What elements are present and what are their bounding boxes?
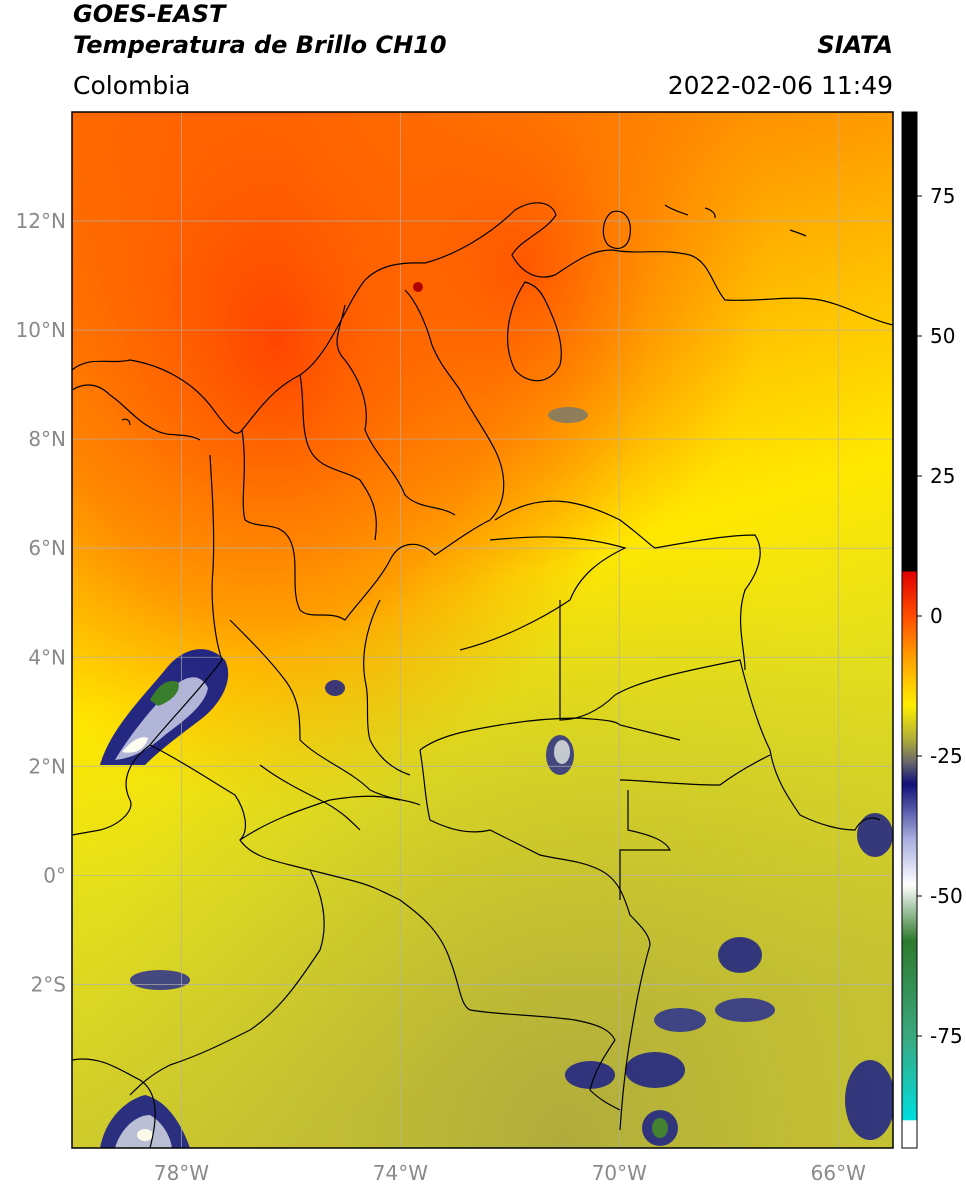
lat-tick-label: 12°N — [16, 209, 66, 233]
coastlines-borders — [72, 202, 893, 1148]
cloud-patch-center — [325, 407, 588, 775]
lon-tick-label: 70°W — [592, 1161, 647, 1185]
lat-tick-label: 0° — [43, 863, 66, 887]
lat-tick-label: 2°S — [31, 972, 66, 996]
graticule — [72, 112, 893, 1148]
colorbar-tick-label: 75 — [930, 184, 955, 208]
lat-tick-label: 10°N — [16, 318, 66, 342]
colorbar-tick-label: -50 — [930, 884, 963, 908]
lon-tick-label: 74°W — [373, 1161, 428, 1185]
cloud-patch-southeast — [130, 813, 893, 1146]
cloud-patch-pacific — [100, 649, 229, 765]
hot-spot — [413, 282, 423, 292]
datetime-label: 2022-02-06 11:49 — [667, 71, 893, 100]
map-field — [72, 112, 893, 1148]
map-frame — [71, 111, 894, 1149]
lon-tick-label: 78°W — [154, 1161, 209, 1185]
lon-tick-label: 66°W — [811, 1161, 866, 1185]
cool-region-south — [72, 112, 893, 1148]
lat-tick-label: 6°N — [28, 536, 66, 560]
lat-tick-label: 2°N — [28, 754, 66, 778]
lat-tick-label: 4°N — [28, 645, 66, 669]
colorbar-ticks: 75 50 25 0 -25 -50 -75 — [917, 184, 963, 1048]
product-title: Temperatura de Brillo CH10 — [73, 31, 447, 59]
satellite-title: GOES-EAST — [73, 0, 226, 28]
colorbar-tick-label: 25 — [930, 464, 955, 488]
colorbar — [902, 112, 917, 1148]
latitude-labels: 12°N 10°N 8°N 6°N 4°N 2°N 0° 2°S — [16, 209, 66, 996]
region-label: Colombia — [73, 71, 191, 100]
colorbar-frame — [901, 111, 918, 1149]
colorbar-tick-label: 0 — [930, 604, 943, 628]
lat-tick-label: 8°N — [28, 427, 66, 451]
agency-title: SIATA — [817, 31, 893, 59]
colorbar-tick-label: -75 — [930, 1024, 963, 1048]
colorbar-tick-label: 50 — [930, 324, 955, 348]
cloud-patch-southwest — [100, 1095, 190, 1148]
colorbar-tick-label: -25 — [930, 744, 963, 768]
longitude-labels: 78°W 74°W 70°W 66°W — [154, 1161, 866, 1185]
